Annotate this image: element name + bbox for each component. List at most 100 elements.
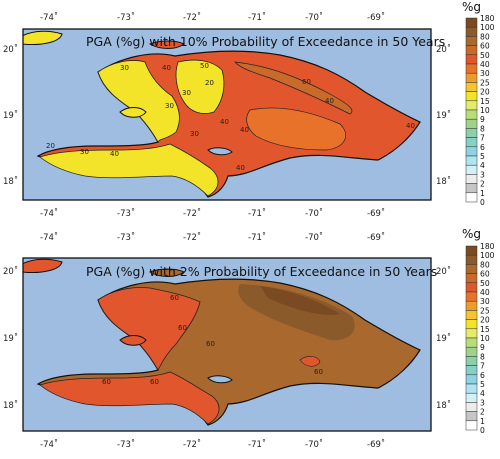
- contour-label: 30: [80, 148, 89, 156]
- legend-swatch: [465, 118, 478, 129]
- lat-tick-right: 18˚: [436, 400, 451, 411]
- lon-tick: -71˚: [248, 12, 266, 23]
- legend-swatches-2: [465, 245, 478, 431]
- zone-red-east-spot: [299, 356, 321, 367]
- gonave-island: [119, 107, 147, 118]
- lon-tick: -73˚: [117, 208, 135, 219]
- frame-1: [22, 28, 432, 201]
- legend-level-label: 20: [480, 316, 490, 325]
- lon-tick: -74˚: [40, 12, 58, 23]
- legend-swatch: [465, 300, 478, 311]
- map-10pct: PGA (%g) with 10% Probability of Exceeda…: [3, 12, 451, 219]
- lake-enriquillo-2: [207, 375, 233, 384]
- legend-swatch: [465, 54, 478, 65]
- lat-tick-right: 20˚: [436, 266, 451, 277]
- lon-tick: -71˚: [248, 232, 266, 243]
- contour-label: 60: [150, 378, 159, 386]
- lon-tick: -70˚: [305, 439, 323, 450]
- legend-swatch: [465, 245, 478, 256]
- legend-swatch: [465, 192, 478, 203]
- legend-swatch: [465, 365, 478, 376]
- legend-level-label: 2: [480, 180, 485, 189]
- lake-enriquillo: [207, 147, 233, 156]
- legend-swatch: [465, 402, 478, 412]
- legend-swatch: [465, 328, 478, 339]
- lat-ticks-1: 20˚ 19˚ 18˚ 20˚ 19˚ 18˚: [3, 44, 451, 187]
- lat-tick-left: 18˚: [3, 400, 18, 411]
- legend-level-label: 5: [480, 380, 485, 389]
- lon-tick: -70˚: [305, 208, 323, 219]
- legend-swatch: [465, 174, 478, 184]
- zone-yellow-central: [175, 59, 225, 114]
- legend-swatch: [465, 164, 478, 175]
- legend-level-label: 60: [480, 270, 490, 279]
- legend-swatch: [465, 63, 478, 74]
- lon-tick: -74˚: [40, 232, 58, 243]
- lon-tick: -69˚: [367, 232, 385, 243]
- legend-level-label: 25: [480, 78, 490, 87]
- legend-level-label: 1: [480, 189, 485, 198]
- contour-label: 50: [200, 62, 209, 70]
- legend-swatch: [465, 137, 478, 148]
- legend-level-label: 40: [480, 288, 490, 297]
- corner-island-2: [23, 258, 63, 273]
- legend-swatch: [465, 100, 478, 111]
- lon-tick: -69˚: [367, 12, 385, 23]
- contour-label: 60: [102, 378, 111, 386]
- legend-level-label: 3: [480, 398, 485, 407]
- lat-tick-right: 18˚: [436, 176, 451, 187]
- legend-level-label: 6: [480, 371, 485, 380]
- lon-tick: -69˚: [367, 439, 385, 450]
- lon-ticks-bottom-1: -74˚ -73˚ -72˚ -71˚ -70˚ -69˚: [40, 208, 385, 219]
- map-title-1: PGA (%g) with 10% Probability of Exceeda…: [86, 34, 445, 49]
- contour-label: 40: [162, 64, 171, 72]
- lat-tick-left: 20˚: [3, 266, 18, 277]
- lon-tick: -74˚: [40, 208, 58, 219]
- contour-label: 40: [406, 122, 415, 130]
- legend-level-label: 40: [480, 60, 490, 69]
- legend-swatch: [465, 72, 478, 83]
- legend-level-label: 6: [480, 143, 485, 152]
- legend-level-label: 3: [480, 170, 485, 179]
- legend-level-label: 80: [480, 32, 490, 41]
- lat-ticks-2: 20˚ 19˚ 18˚ 20˚ 19˚ 18˚: [3, 266, 451, 411]
- legend-level-label: 30: [480, 297, 490, 306]
- lon-ticks-top-2: -74˚ -73˚ -72˚ -71˚ -70˚ -69˚: [40, 232, 385, 243]
- legend-level-label: 8: [480, 124, 485, 133]
- legend-swatch: [465, 310, 478, 320]
- legend-level-label: 4: [480, 161, 485, 170]
- legend-swatch: [465, 392, 478, 403]
- gonave-island-2: [119, 335, 147, 346]
- lon-tick: -72˚: [183, 208, 201, 219]
- contour-label: 40: [240, 126, 249, 134]
- legend-swatch: [465, 109, 478, 120]
- contour-label: 40: [220, 118, 229, 126]
- lat-tick-left: 18˚: [3, 176, 18, 187]
- lon-tick: -69˚: [367, 208, 385, 219]
- legend-level-label: 8: [480, 352, 485, 361]
- legend-level-label: 7: [480, 362, 485, 371]
- lon-tick: -70˚: [305, 12, 323, 23]
- legend-level-label: 4: [480, 389, 485, 398]
- legend-swatch: [465, 346, 478, 357]
- tortuga-island: [148, 40, 185, 49]
- legend-level-label: 80: [480, 260, 490, 269]
- legend-level-label: 15: [480, 325, 490, 334]
- legend-swatch: [465, 337, 478, 348]
- legend-swatch: [465, 420, 478, 431]
- legend-swatch: [465, 183, 478, 194]
- lon-tick: -73˚: [117, 232, 135, 243]
- legend-swatch: [465, 374, 478, 385]
- contour-label: 40: [325, 97, 334, 105]
- zone-brown-ridge: [234, 61, 353, 115]
- lon-tick: -72˚: [183, 232, 201, 243]
- legend-level-label: 20: [480, 88, 490, 97]
- legend-level-label: 9: [480, 343, 485, 352]
- legend-level-label: 60: [480, 42, 490, 51]
- zone-red-south: [39, 371, 220, 425]
- lat-tick-left: 19˚: [3, 110, 18, 121]
- lat-tick-right: 19˚: [436, 333, 451, 344]
